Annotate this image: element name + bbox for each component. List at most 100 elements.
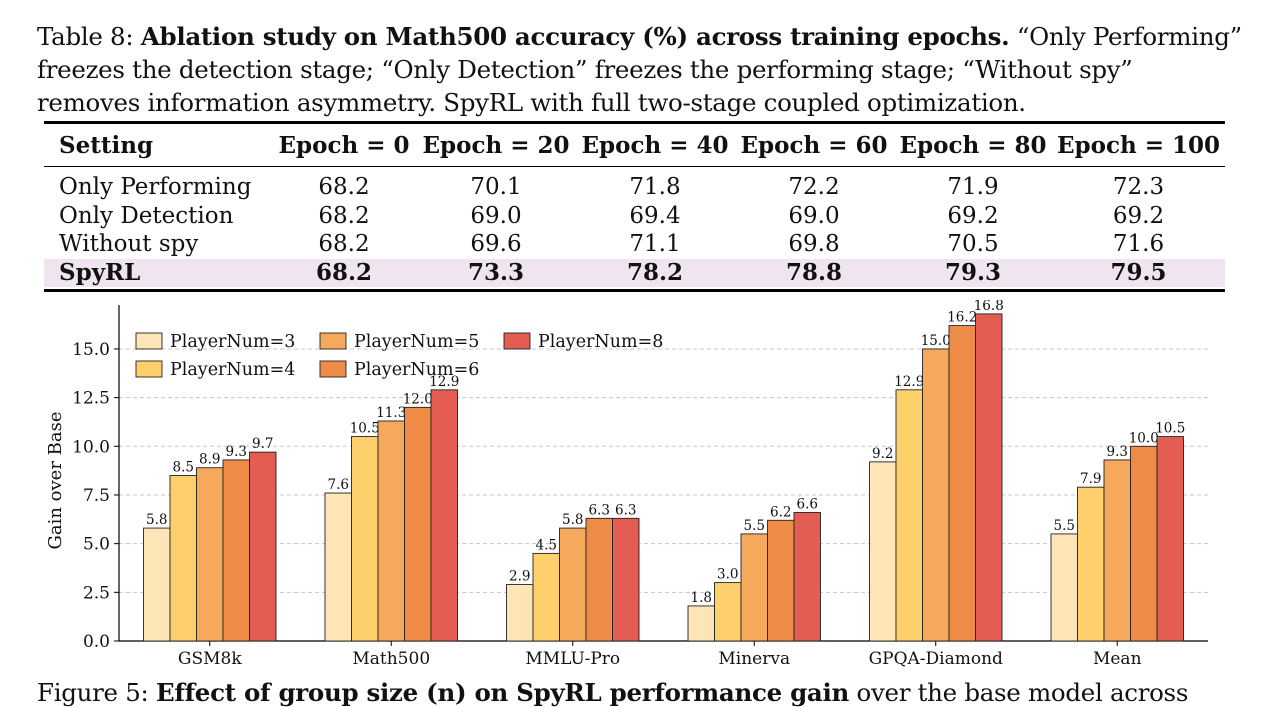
legend-label: PlayerNum=5: [354, 332, 479, 352]
bar: [1130, 445, 1158, 642]
y-tick-label: 0.0: [83, 632, 110, 652]
bar: [559, 527, 587, 642]
table-cell: 72.2: [788, 174, 840, 200]
x-tick-label: GSM8k: [178, 649, 242, 669]
bar: [532, 552, 560, 642]
table-cell: 71.9: [947, 174, 999, 200]
bar-value-label: 4.5: [536, 537, 557, 553]
bar: [1103, 459, 1131, 642]
table-caption-line1-rest: “Only Performing”: [1016, 22, 1242, 51]
header-epoch-100: Epoch = 100: [1057, 131, 1220, 159]
table-cell: 70.5: [947, 231, 999, 257]
table-cell: 73.3: [416, 258, 576, 287]
bar: [793, 512, 821, 642]
table-cell: 69.0: [788, 202, 840, 229]
header-epoch-60: Epoch = 60: [740, 131, 888, 159]
table-header-row: Setting Epoch = 0 Epoch = 20 Epoch = 40 …: [44, 124, 1225, 166]
bar-value-label: 5.8: [146, 512, 167, 528]
legend-swatch: [503, 332, 531, 350]
legend-swatch: [135, 332, 163, 350]
bar-value-label: 9.2: [872, 446, 893, 462]
bar-value-label: 2.9: [509, 569, 530, 585]
bar: [196, 467, 224, 642]
bar-value-label: 6.6: [797, 496, 818, 512]
table-cell: 69.2: [947, 202, 999, 229]
table-cell: 69.8: [788, 231, 840, 257]
bar: [143, 527, 171, 642]
y-tick-label: 2.5: [83, 583, 110, 603]
bar: [869, 461, 897, 642]
table-mid-rule: [44, 166, 1225, 167]
table-cell: 69.2: [1112, 202, 1165, 229]
table-caption-line-1: Table 8: Ablation study on Math500 accur…: [37, 20, 1242, 53]
legend-label: PlayerNum=3: [170, 332, 295, 352]
legend-swatch: [319, 332, 347, 350]
table-caption-line-2: freezes the detection stage; “Only Detec…: [37, 55, 1133, 84]
bar-value-label: 10.0: [1129, 430, 1159, 446]
bar-value-label: 16.8: [974, 300, 1004, 314]
bar-value-label: 8.5: [173, 460, 194, 476]
bar: [975, 313, 1003, 642]
legend-label: PlayerNum=4: [170, 360, 295, 380]
bar-value-label: 6.3: [589, 502, 610, 518]
header-epoch-40: Epoch = 40: [581, 131, 729, 159]
table-cell: 78.2: [576, 258, 734, 287]
table-cell: SpyRL: [44, 258, 272, 287]
bar-value-label: 10.5: [350, 421, 380, 437]
table-cell: 68.2: [318, 231, 370, 257]
legend-label: PlayerNum=6: [354, 360, 479, 380]
bar: [585, 517, 613, 642]
bar-value-label: 1.8: [691, 590, 712, 606]
table-cell: 69.4: [629, 202, 681, 229]
table-row-highlighted: SpyRL 68.2 73.3 78.2 78.8 79.3 79.5: [44, 258, 1225, 287]
y-axis-label: Gain over Base: [45, 411, 66, 549]
table-caption: Table 8: Ablation study on Math500 accur…: [37, 20, 1242, 119]
table-bottom-rule: [44, 289, 1225, 292]
legend-swatch: [319, 360, 347, 378]
bar: [895, 389, 923, 642]
table-caption-line-3: removes information asymmetry. SpyRL wit…: [37, 88, 1026, 117]
table-top-rule: [44, 121, 1225, 124]
table-cell: 71.8: [629, 174, 681, 200]
bar: [612, 517, 640, 642]
bar-value-label: 10.5: [1155, 421, 1185, 437]
y-tick-label: 10.0: [72, 437, 110, 457]
bar: [324, 492, 352, 642]
bar: [506, 584, 534, 642]
table-cell: 69.0: [470, 202, 522, 229]
table-cell: 79.5: [1052, 258, 1225, 287]
table-caption-label: Table 8:: [37, 22, 134, 51]
figure-caption-rest: over the base model across: [856, 678, 1189, 707]
bar-value-label: 9.3: [226, 444, 247, 460]
table-cell: 68.2: [318, 174, 370, 200]
table-row: Only Detection 68.2 69.0 69.4 69.0 69.2 …: [44, 202, 1225, 231]
bar-value-label: 11.3: [376, 405, 406, 421]
bar: [1050, 533, 1078, 642]
bar-value-label: 9.7: [252, 436, 273, 452]
legend-label: PlayerNum=8: [538, 332, 663, 352]
bar: [714, 582, 742, 642]
bar: [169, 475, 197, 642]
bar: [351, 436, 379, 642]
bar: [767, 519, 795, 642]
bar-value-label: 7.6: [328, 477, 349, 493]
header-setting: Setting: [59, 131, 154, 159]
bar-value-label: 6.2: [770, 504, 791, 520]
header-epoch-80: Epoch = 80: [899, 131, 1047, 159]
bar-value-label: 16.2: [947, 310, 977, 326]
bar-value-label: 5.5: [744, 518, 765, 534]
bar-value-label: 5.5: [1054, 518, 1075, 534]
table-cell: 70.1: [470, 174, 522, 200]
bar-value-label: 7.9: [1080, 471, 1101, 487]
bar: [687, 605, 715, 642]
bar: [430, 389, 458, 642]
bar: [404, 406, 432, 642]
group-size-bar-chart: 0.0 2.5 5.0 7.5 10.0 12.5 15.0 Gain over Base 5.…: [45, 300, 1208, 669]
y-tick-label: 5.0: [83, 535, 110, 555]
bar-value-label: 5.8: [562, 512, 583, 528]
table-caption-title: Ablation study on Math500 accuracy (%) a…: [140, 22, 1010, 51]
table-cell: 68.2: [318, 202, 370, 229]
bar: [948, 325, 976, 642]
y-tick-label: 12.5: [72, 389, 110, 409]
bar-value-label: 3.0: [717, 567, 738, 583]
